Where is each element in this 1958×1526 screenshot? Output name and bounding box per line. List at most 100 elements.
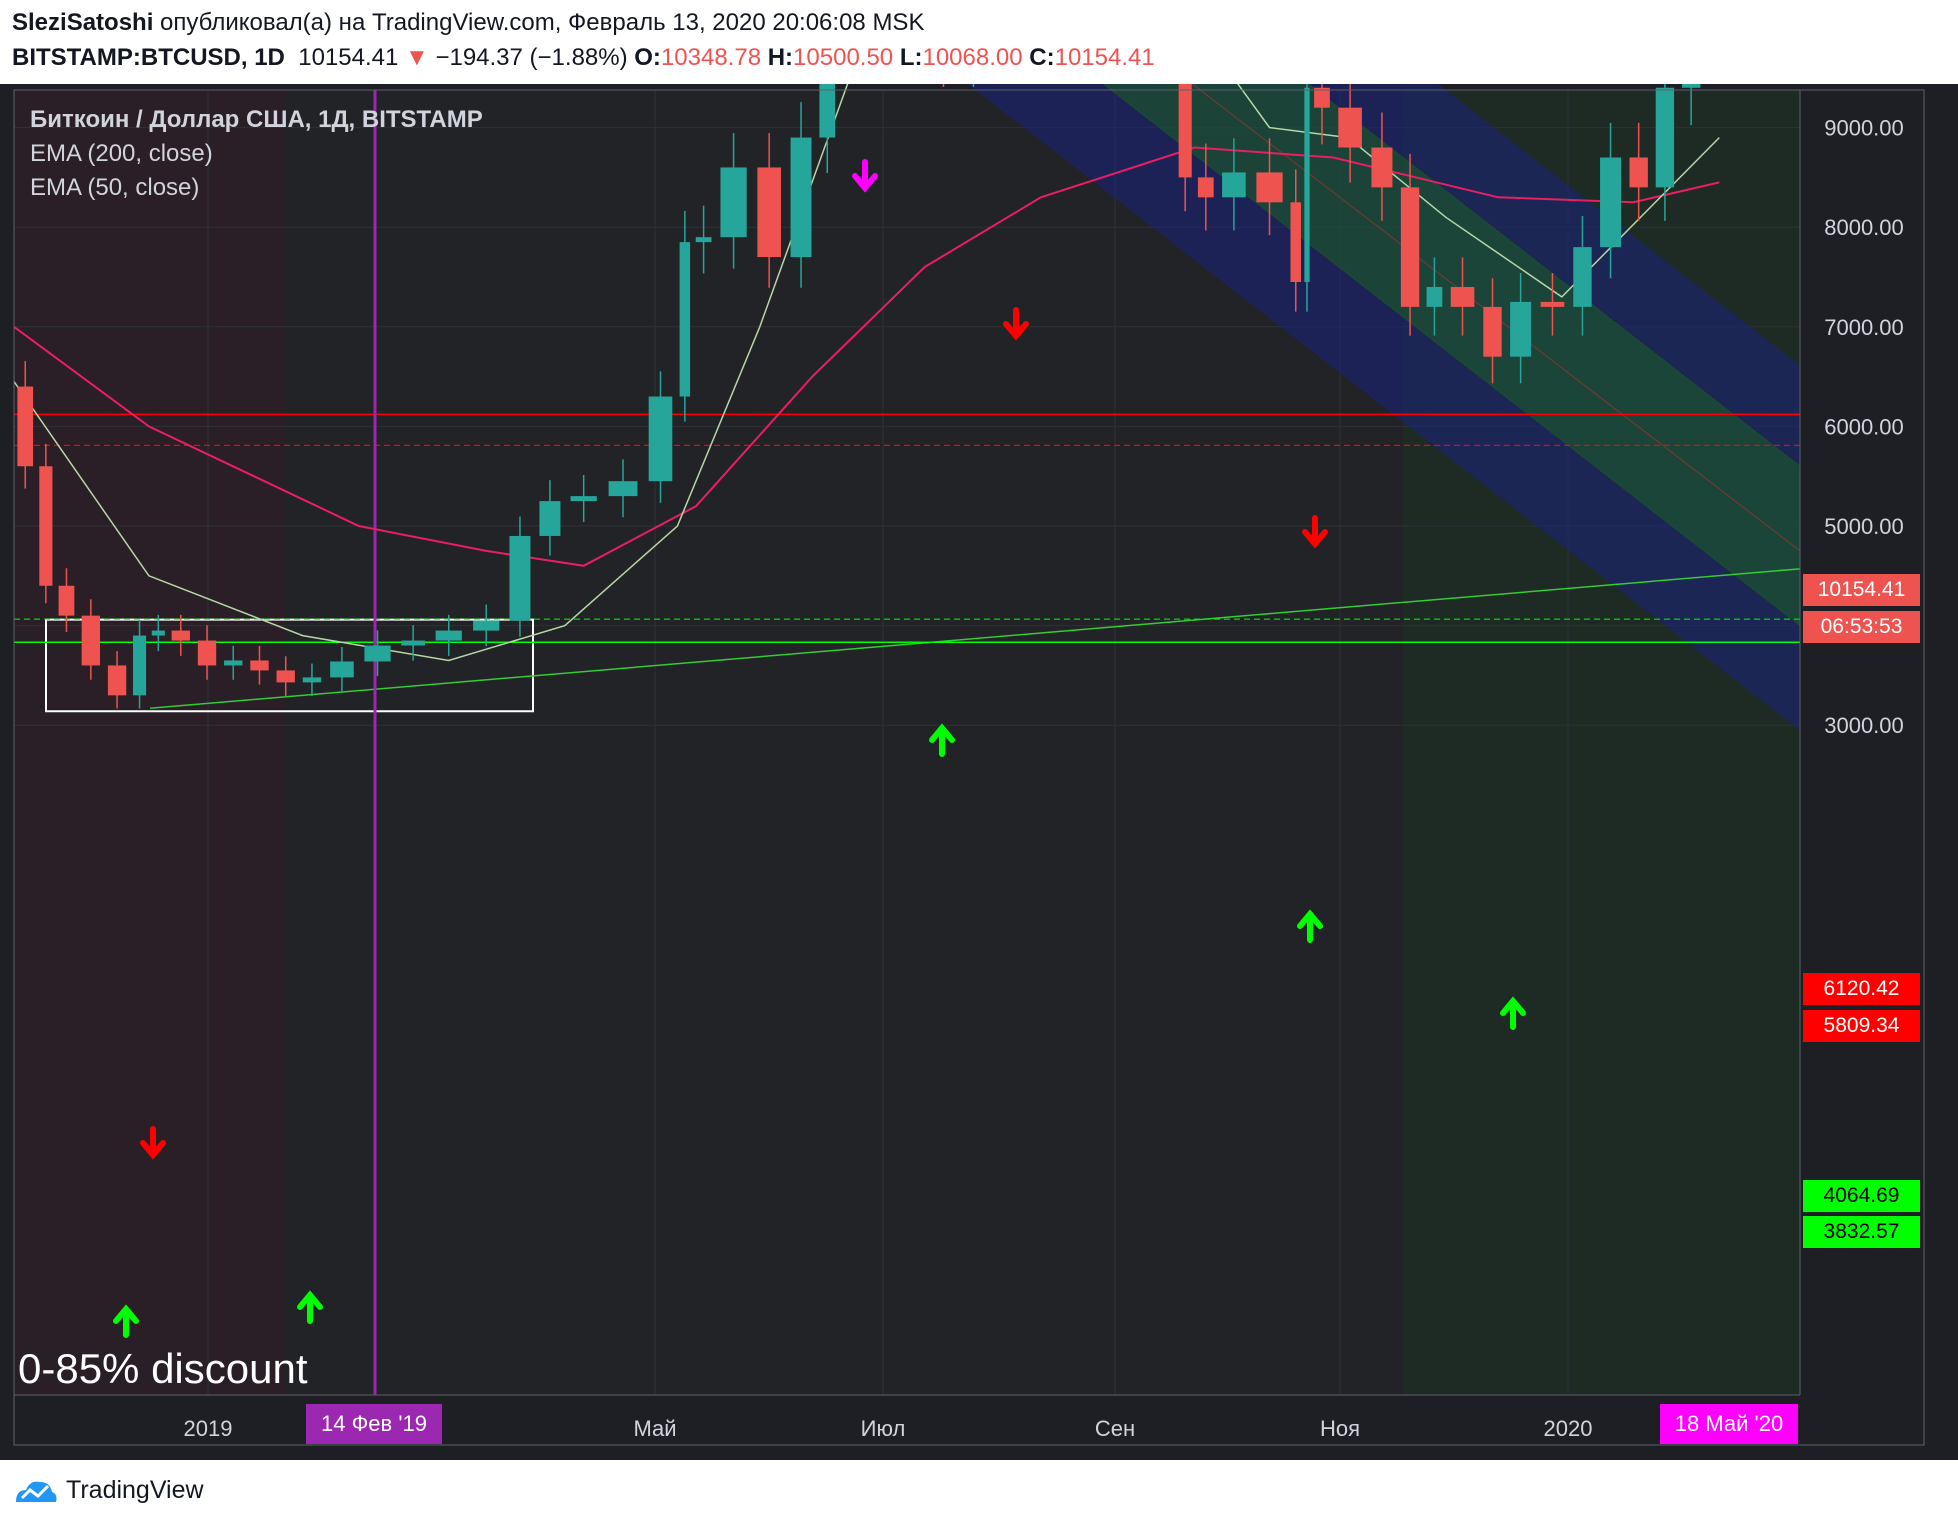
last-price-label: 10154.41 <box>1803 574 1920 606</box>
crosshair-date-label: 14 Фев '19 <box>306 1404 442 1444</box>
support-label-1: 4064.69 <box>1803 1180 1920 1212</box>
candle-body <box>1178 84 1192 178</box>
time-tick-label: Июл <box>861 1416 906 1441</box>
candle-body <box>81 615 101 666</box>
candle-body <box>107 665 127 696</box>
symbol-label: BITSTAMP:BTCUSD, 1D <box>12 44 285 71</box>
tradingview-logo-icon <box>16 1481 57 1502</box>
legend-title: Биткоин / Доллар США, 1Д, BITSTAMP <box>30 106 483 133</box>
candle-body <box>1197 177 1214 198</box>
candle-body <box>1573 247 1592 307</box>
channel-midline <box>1191 84 1801 552</box>
low-label: L: <box>899 44 923 71</box>
candle-body <box>539 501 561 536</box>
arrow-up-3 <box>1500 996 1526 1030</box>
candle-body <box>1450 286 1475 307</box>
open-label: O: <box>634 44 661 71</box>
author-name[interactable]: SleziSatoshi <box>12 9 154 36</box>
open-value: 10348.78 <box>660 44 762 71</box>
candle-body <box>401 640 425 646</box>
candle-body <box>330 661 354 678</box>
candle-body <box>58 585 75 616</box>
down-arrow-icon: ▼ <box>405 44 429 71</box>
candle-body <box>819 84 836 138</box>
candle-body <box>695 237 712 243</box>
candle-body <box>1629 157 1648 188</box>
candle-body <box>608 481 638 497</box>
close-value: 10154.41 <box>1054 44 1155 71</box>
tradingview-brand[interactable]: TradingView <box>66 1476 204 1504</box>
chart-header: SleziSatoshi опубликовал(а) на TradingVi… <box>0 0 1958 84</box>
candle-body <box>1483 306 1502 357</box>
price-tick-label: 9000.00 <box>1824 116 1904 141</box>
candle-body <box>1338 107 1362 148</box>
future-date-label: 18 Май '20 <box>1660 1404 1798 1444</box>
candle-body <box>679 242 691 397</box>
arrow-up-4 <box>113 1304 139 1338</box>
candle-body <box>1290 202 1301 282</box>
candle-body <box>473 620 500 631</box>
candle-body <box>1655 87 1675 188</box>
high-value: 10500.50 <box>793 44 894 71</box>
watermark-text: 0-85% discount <box>18 1345 308 1392</box>
high-label: H: <box>767 44 794 71</box>
candle-body <box>1314 87 1330 108</box>
candle-body <box>1540 301 1565 307</box>
time-tick-label: Май <box>633 1416 676 1441</box>
candle-body <box>509 535 531 621</box>
time-tick-label: Сен <box>1095 1416 1135 1441</box>
low-value: 10068.00 <box>922 44 1023 71</box>
candle-body <box>1510 301 1532 357</box>
candle-body <box>1222 172 1246 198</box>
candle-body <box>720 167 747 238</box>
footer: TradingView <box>0 1460 1958 1526</box>
candle-body <box>435 630 462 641</box>
candle-body <box>790 137 812 258</box>
arrow-up-1 <box>929 723 955 757</box>
candle-body <box>648 396 673 482</box>
legend-ema50[interactable]: EMA (50, close) <box>30 174 200 201</box>
arrow-up-2 <box>1297 909 1323 943</box>
candle-body <box>171 630 190 641</box>
price-tick-label: 6000.00 <box>1824 414 1904 439</box>
shade-region-red <box>14 90 286 1395</box>
candle-body <box>224 660 243 666</box>
price-tick-label: 3000.00 <box>1824 713 1904 738</box>
candle-body <box>17 386 34 467</box>
time-tick-label: 2020 <box>1544 1416 1593 1441</box>
close-label: C: <box>1029 44 1055 71</box>
candle-body <box>1256 172 1283 203</box>
price-chart[interactable]: 15000.0014000.0013000.0012000.0011000.00… <box>0 84 1958 1460</box>
resistance-label-2: 5809.34 <box>1803 1010 1920 1042</box>
long-trendline <box>149 568 1801 710</box>
candle-body <box>570 496 597 502</box>
publish-info: опубликовал(а) на TradingView.com, Февра… <box>153 9 925 36</box>
candle-body <box>1681 84 1701 88</box>
support-label-2: 3832.57 <box>1803 1216 1920 1248</box>
candle-body <box>132 635 147 696</box>
candle-body <box>151 630 165 636</box>
time-tick-label: 2019 <box>184 1416 233 1441</box>
arrow-down-1 <box>1003 307 1029 341</box>
candle-body <box>197 640 217 666</box>
price-tick-label: 5000.00 <box>1824 514 1904 539</box>
candle-body <box>1426 286 1443 307</box>
candle-body <box>757 167 781 258</box>
last-price: 10154.41 <box>298 44 399 71</box>
candle-body <box>1371 147 1393 188</box>
legend-ema200[interactable]: EMA (200, close) <box>30 140 213 167</box>
quote-line: BITSTAMP:BTCUSD, 1D 10154.41 ▼ −194.37 (… <box>12 44 1155 72</box>
time-axis <box>14 1395 1924 1445</box>
chart-frame <box>13 89 1925 1446</box>
price-tick-label: 7000.00 <box>1824 315 1904 340</box>
publish-line: SleziSatoshi опубликовал(а) на TradingVi… <box>12 9 924 37</box>
arrow-down-top <box>852 159 878 193</box>
candle-body <box>276 670 295 683</box>
candle-body <box>250 660 269 671</box>
arrow-down-2 <box>1302 515 1328 549</box>
price-axis <box>1800 90 1924 1395</box>
candle-body <box>364 645 391 662</box>
arrow-up-5 <box>297 1290 323 1324</box>
resistance-label-1: 6120.42 <box>1803 973 1920 1005</box>
candle-body <box>302 677 322 683</box>
